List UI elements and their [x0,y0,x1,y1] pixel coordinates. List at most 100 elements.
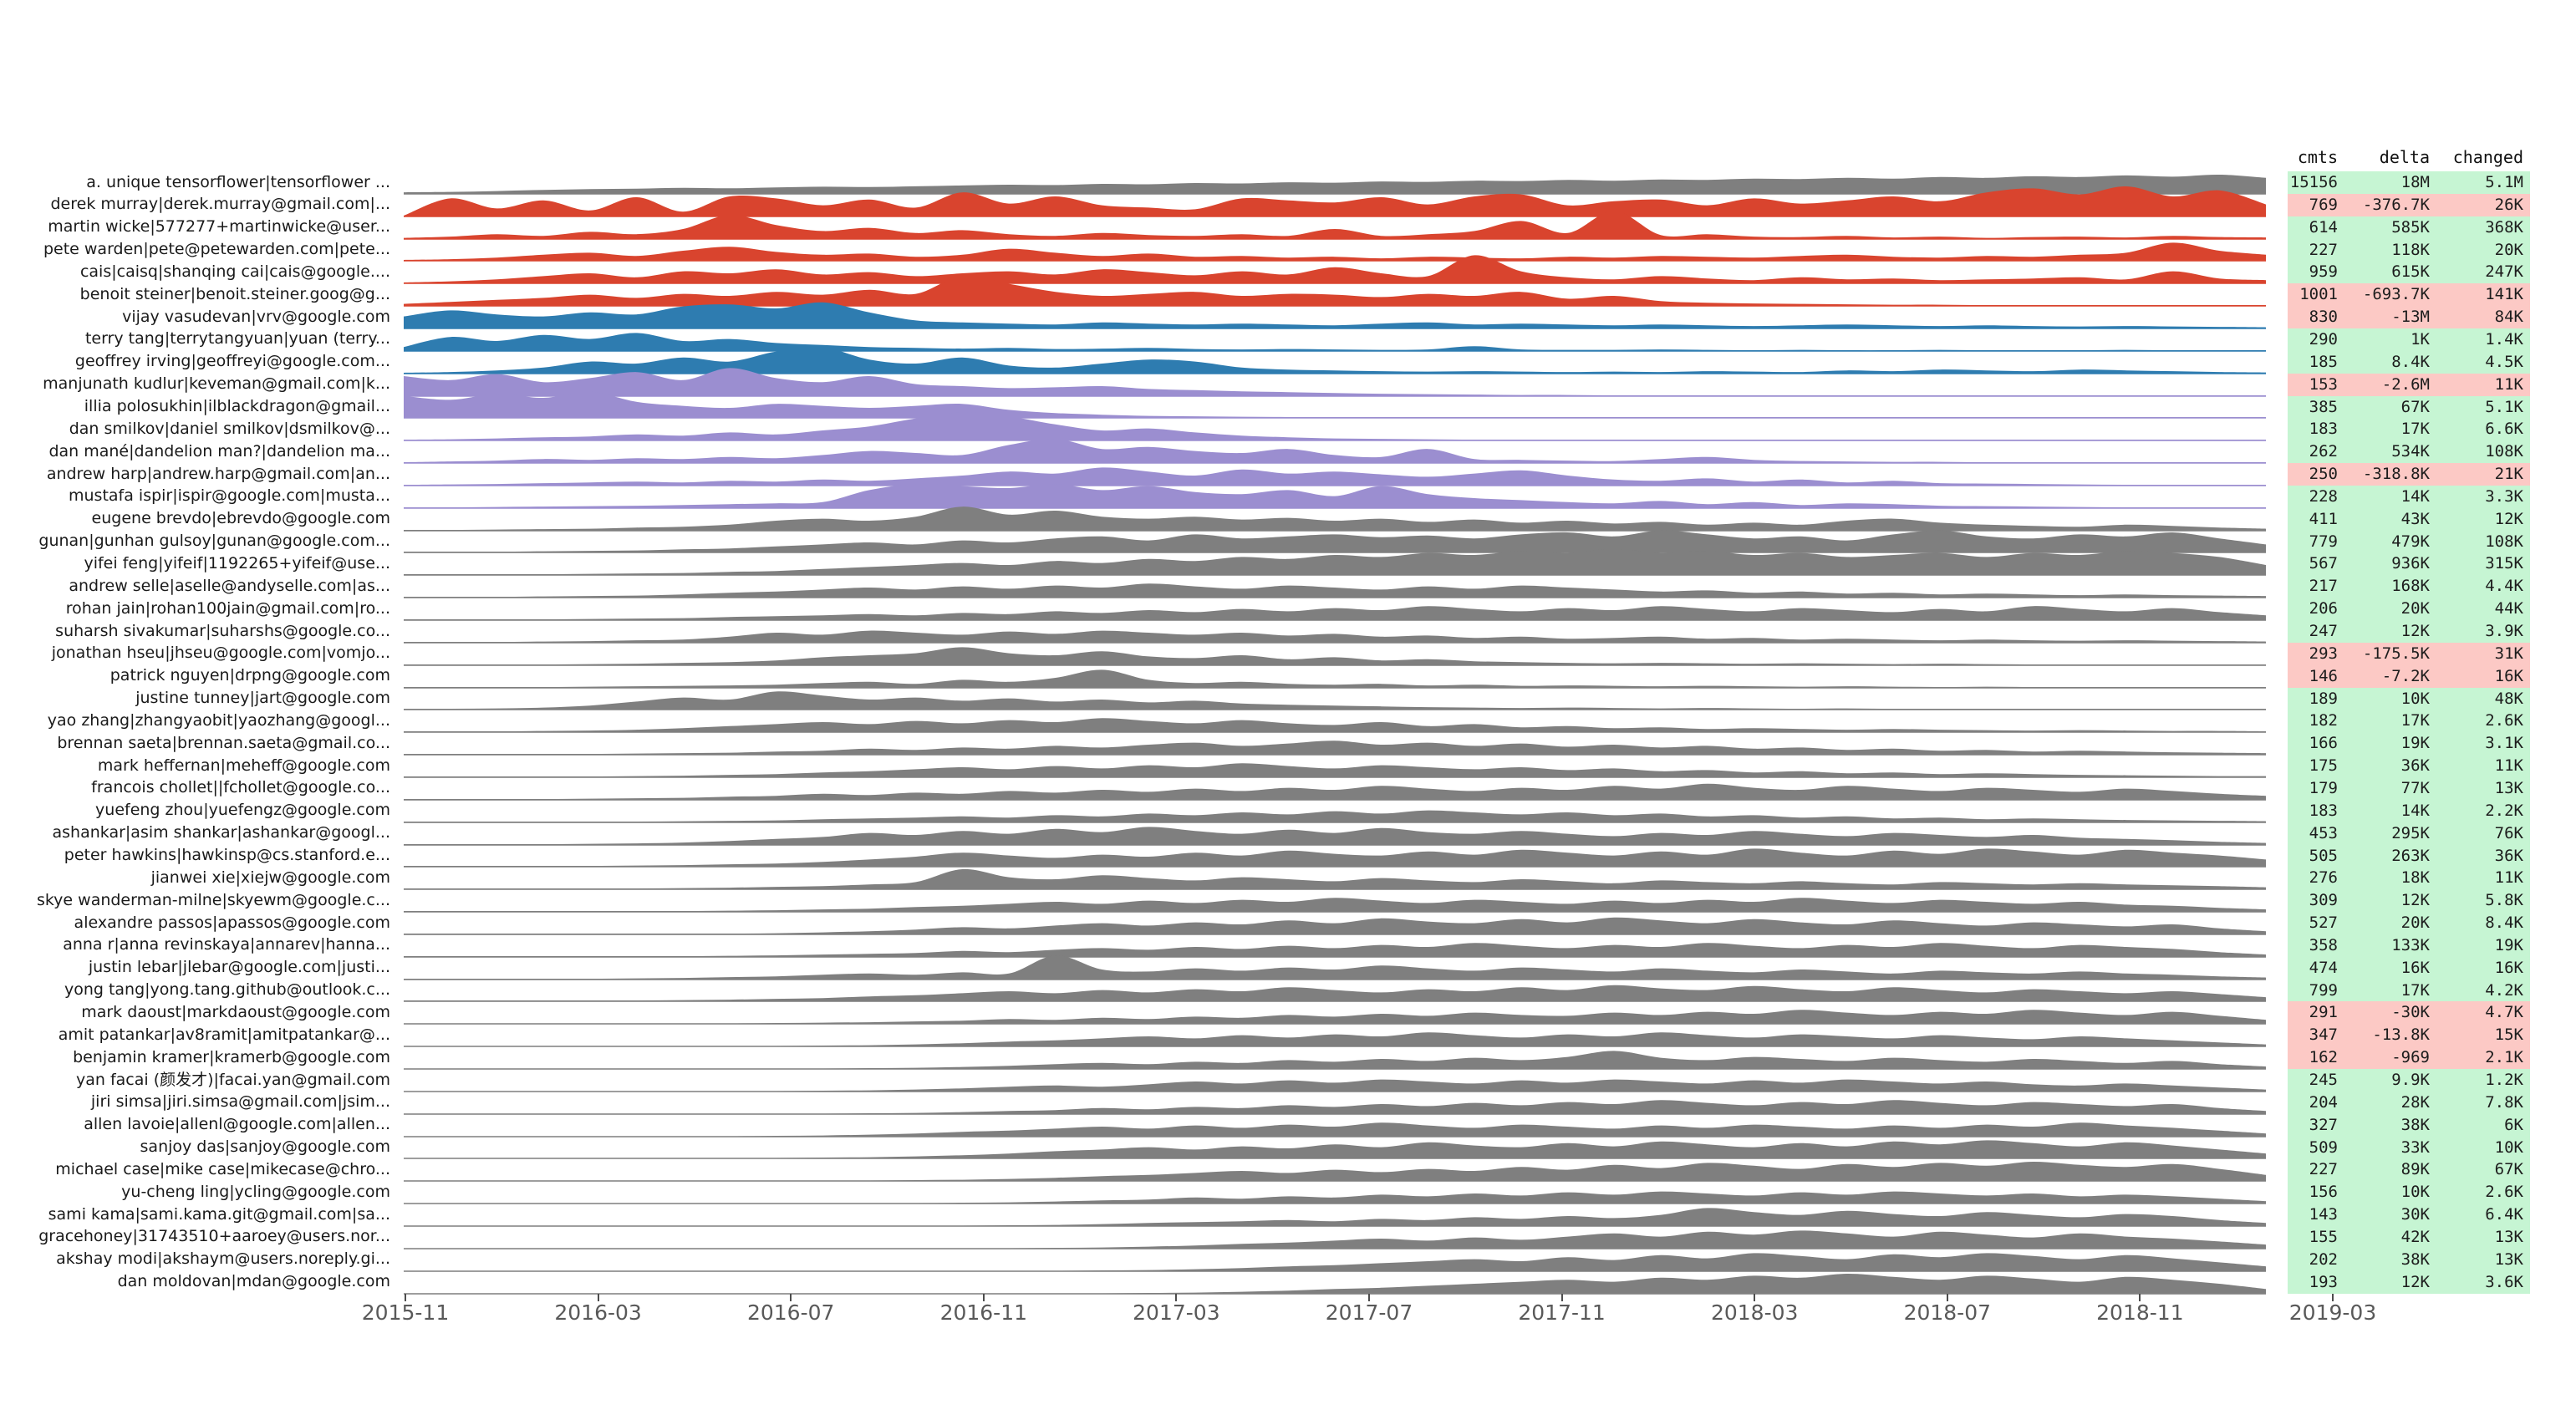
author-label: gracehoney|31743510+aaroey@users.nor... [38,1227,390,1246]
activity-area [404,1032,2266,1047]
delta-value: 1K [2411,329,2430,349]
changed-value: 6.4K [2485,1205,2523,1224]
changed-value: 3.6K [2485,1272,2523,1291]
author-label: gunan|gunhan gulsoy|gunan@google.com... [38,532,390,551]
cmts-value: 247 [2309,622,2338,640]
stats-band: 162 -969 2.1K [2288,1046,2530,1070]
activity-ridgeline [404,506,2266,532]
stats-band: 799 17K 4.2K [2288,979,2530,1002]
author-label: benjamin kramer|kramerb@google.com [73,1047,390,1066]
stats-band: 227 118K 20K [2288,238,2530,262]
cmts-value: 166 [2309,734,2338,753]
cmts-value: 358 [2309,935,2338,954]
activity-ridgeline [404,467,2266,486]
author-label: alexandre passos|apassos@google.com [74,913,390,932]
cmts-value: 155 [2309,1227,2338,1246]
stats-band: 228 14K 3.3K [2288,485,2530,509]
stats-band: 185 8.4K 4.5K [2288,350,2530,374]
activity-ridgeline [404,1140,2266,1160]
changed-value: 4.5K [2485,352,2523,371]
delta-value: 36K [2400,756,2430,776]
changed-value: 26K [2494,195,2523,214]
activity-ridgeline [404,1122,2266,1137]
changed-value: 5.8K [2485,891,2523,910]
x-axis-tick [1946,1293,1948,1301]
cmts-value: 505 [2309,846,2338,865]
author-label: jiri simsa|jiri.simsa@gmail.com|jsim... [90,1092,390,1112]
cmts-value: 202 [2309,1249,2338,1269]
x-axis-tick [2332,1293,2334,1301]
changed-value: 10K [2494,1137,2523,1157]
delta-value: 295K [2391,823,2430,842]
activity-ridgeline [404,1230,2266,1249]
activity-ridgeline [404,647,2266,666]
activity-area [404,347,2266,374]
author-label: yong tang|yong.tang.github@outlook.c... [64,980,390,1000]
delta-value: -30K [2391,1003,2430,1022]
delta-value: 30K [2400,1205,2430,1224]
cmts-value: 162 [2309,1048,2338,1067]
stats-band: 769 -376.7K 26K [2288,193,2530,217]
changed-value: 8.4K [2485,914,2523,933]
author-label: dan mané|dandelion man?|dandelion ma... [48,441,390,461]
delta-value: 18K [2400,868,2430,888]
activity-ridgeline [404,985,2266,1003]
stats-band: 206 20K 44K [2288,598,2530,621]
activity-ridgeline [404,242,2266,262]
changed-value: 247K [2485,262,2523,282]
delta-value: 20K [2400,914,2430,933]
x-axis-tick-label: 2016-11 [939,1300,1028,1325]
changed-value: 11K [2494,374,2523,394]
activity-area [404,439,2266,464]
activity-ridgeline [404,174,2266,195]
author-label: brennan saeta|brennan.saeta@gmail.co... [57,733,390,752]
activity-area [404,826,2266,845]
stats-band: 614 585K 368K [2288,216,2530,239]
author-label: peter hawkins|hawkinsp@cs.stanford.e... [64,846,390,864]
cmts-value: 250 [2309,465,2338,484]
cmts-value: 206 [2309,599,2338,618]
changed-value: 13K [2494,1227,2523,1246]
delta-value: 8.4K [2391,352,2430,371]
changed-value: 4.7K [2485,1003,2523,1022]
author-label: justin lebar|jlebar@google.com|justi... [88,958,390,977]
delta-value: 14K [2400,801,2430,820]
delta-value: 17K [2400,420,2430,439]
stats-band: 245 9.9K 1.2K [2288,1069,2530,1092]
changed-value: 11K [2494,756,2523,776]
activity-area [404,1162,2266,1182]
changed-value: 368K [2485,217,2523,237]
stats-band: 217 168K 4.4K [2288,575,2530,598]
stats-band: 155 42K 13K [2288,1225,2530,1249]
delta-value: 67K [2400,397,2430,416]
activity-ridgeline [404,1191,2266,1204]
activity-ridgeline [404,439,2266,464]
cmts-value: 474 [2309,958,2338,977]
activity-ridgeline [404,669,2266,689]
author-label: amit patankar|av8ramit|amitpatankar@... [58,1025,390,1044]
author-label: illia polosukhin|ilblackdragon@gmail... [84,397,390,415]
delta-value: -693.7K [2362,285,2430,304]
x-axis-tick [982,1293,985,1301]
stats-band: 153 -2.6M 11K [2288,373,2530,396]
cmts-value: 179 [2309,778,2338,797]
activity-area [404,718,2266,733]
delta-value: 936K [2391,554,2430,573]
cmts-value: 290 [2309,329,2338,349]
stats-band: 179 77K 13K [2288,776,2530,801]
cmts-value: 245 [2309,1071,2338,1089]
author-label: michael case|mike case|mikecase@chro... [55,1159,390,1178]
changed-value: 3.9K [2485,622,2523,640]
author-label: jianwei xie|xiejw@google.com [150,868,390,887]
activity-ridgeline [404,302,2266,329]
author-label: terry tang|terrytangyuan|yuan (terry... [84,329,390,349]
changed-value: 5.1K [2485,397,2523,416]
changed-value: 11K [2494,868,2523,888]
activity-area [404,763,2266,777]
author-label: martin wicke|577277+martinwicke@user... [48,217,390,237]
delta-value: -2.6M [2381,374,2430,394]
author-label: andrew selle|aselle@andyselle.com|as... [69,576,390,595]
cmts-value: 411 [2309,509,2338,528]
stats-band: 293 -175.5K 31K [2288,642,2530,666]
author-label: cais|caisq|shanqing cai|cais@google.... [79,262,390,281]
